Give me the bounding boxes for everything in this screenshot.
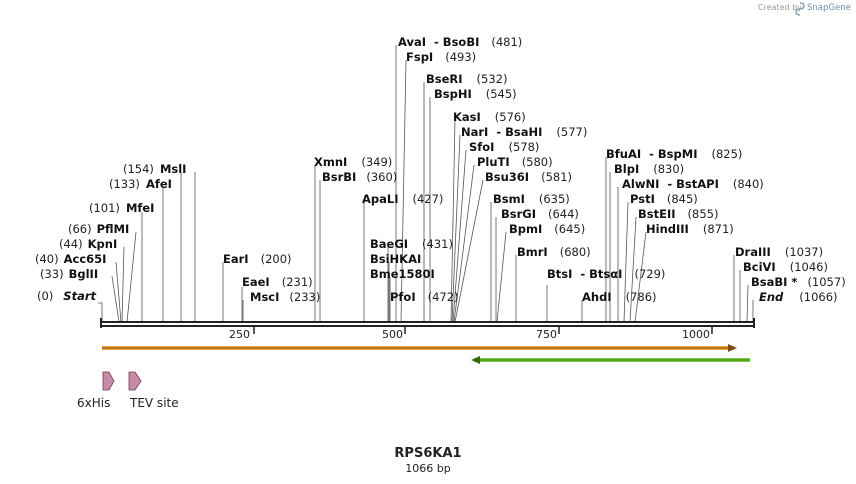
site-label[interactable]: (154) MslI [123, 162, 186, 176]
site-label[interactable]: BtsI - BtsαI (729) [547, 267, 665, 281]
site-label[interactable]: BlpI (830) [614, 162, 684, 176]
feature-label-6xhis: 6xHis [77, 396, 110, 410]
site-label[interactable]: BciVI (1046) [743, 260, 828, 274]
site-label[interactable]: HindIII (871) [646, 222, 734, 236]
site-label[interactable]: SfoI (578) [469, 140, 539, 154]
site-label[interactable]: (66) PflMI [68, 222, 129, 236]
site-label[interactable]: BsrBI (360) [322, 170, 397, 184]
site-label[interactable]: BsmI (635) [493, 192, 570, 206]
site-label[interactable]: (101) MfeI [89, 201, 154, 215]
cut-site-lines [98, 45, 754, 323]
tick-label: 750 [536, 328, 557, 341]
site-label[interactable]: EarI (200) [223, 252, 292, 266]
site-label[interactable]: (33) BglII [40, 267, 98, 281]
tick-label: 500 [382, 328, 403, 341]
site-label[interactable]: PluTI (580) [477, 155, 553, 169]
tick-label: 1000 [682, 328, 710, 341]
site-label[interactable]: BaeGI (431) [370, 237, 453, 251]
sequence-backbone [100, 318, 755, 328]
site-label[interactable]: NarI - BsaHI (577) [461, 125, 587, 139]
feature-label-tev-site: TEV site [129, 396, 179, 410]
site-label[interactable]: BpmI (645) [509, 222, 585, 236]
site-label[interactable]: AlwNI - BstAPI (840) [622, 177, 764, 191]
site-label[interactable]: PstI (845) [630, 192, 698, 206]
site-label[interactable]: BsiHKAI [370, 252, 421, 266]
map-length: 1066 bp [405, 462, 450, 475]
site-label[interactable]: PfoI (472) [390, 290, 459, 304]
site-label[interactable]: (44) KpnI [59, 237, 117, 251]
site-label[interactable]: Bsu36I (581) [485, 170, 572, 184]
site-label[interactable]: Bme1580I [370, 267, 435, 281]
credit-brand: SnapGene [807, 3, 851, 13]
site-label[interactable]: End (1066) [759, 290, 838, 304]
site-label[interactable]: FspI (493) [406, 50, 476, 64]
orf-reverse-arrow[interactable] [471, 356, 750, 364]
site-label[interactable]: (0) Start [37, 289, 97, 303]
site-label[interactable]: BsaBI * (1057) [751, 275, 846, 289]
site-label[interactable]: MscI (233) [250, 290, 320, 304]
site-label[interactable]: BseRI (532) [426, 72, 507, 86]
site-label[interactable]: BfuAI - BspMI (825) [606, 147, 742, 161]
leader-bglii [111, 275, 120, 323]
site-label[interactable]: AvaI - BsoBI (481) [398, 35, 522, 49]
site-label[interactable]: ApaLI (427) [362, 192, 443, 206]
site-label[interactable]: BsrGI (644) [501, 207, 579, 221]
map-title: RPS6KA1 [394, 446, 461, 461]
feature-tev-site[interactable]: TEV site [128, 371, 179, 410]
site-label[interactable]: BmrI (680) [517, 245, 591, 259]
snapgene-logo-icon [795, 2, 805, 16]
site-label[interactable]: KasI (576) [453, 110, 526, 124]
site-label[interactable]: EaeI (231) [242, 275, 313, 289]
leader-start [98, 302, 103, 322]
enzyme-labels: (0) Start (33) BglII (40) Acc65I (44) KpnI (… [35, 35, 846, 304]
site-label[interactable]: AhdI (786) [582, 290, 657, 304]
tick-label: 250 [229, 328, 250, 341]
credit-prefix: Created by [758, 3, 802, 12]
site-label[interactable]: BstEII (855) [638, 207, 718, 221]
site-label[interactable]: XmnI (349) [314, 155, 392, 169]
site-label[interactable]: BspHI (545) [434, 87, 517, 101]
orf-forward-arrow[interactable] [102, 344, 737, 352]
site-label[interactable]: (133) AfeI [109, 177, 172, 191]
site-label[interactable]: DraIII (1037) [735, 245, 823, 259]
scale-ticks: 250 500 750 1000 [229, 327, 713, 341]
site-label[interactable]: (40) Acc65I [35, 252, 106, 266]
feature-6xhis[interactable]: 6xHis [77, 371, 115, 410]
